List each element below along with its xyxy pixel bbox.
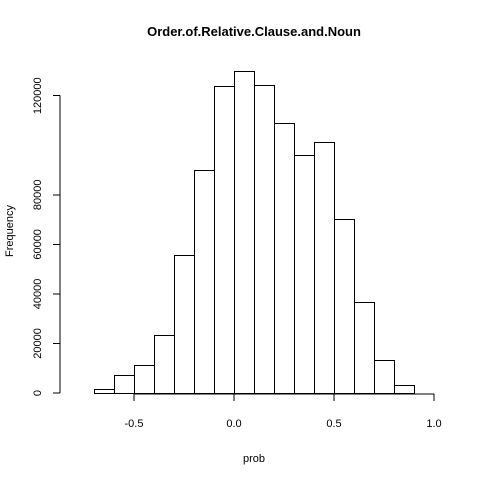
y-tick-label: 20000 [32, 328, 44, 359]
histogram-bar [274, 123, 295, 394]
x-axis-label: prob [243, 453, 265, 465]
histogram-bar [314, 142, 335, 394]
x-tick-label: 1.0 [426, 418, 441, 430]
histogram-bar [114, 375, 135, 394]
histogram-bar [194, 170, 215, 394]
y-tick-label: 120000 [32, 77, 44, 114]
histogram-bar [214, 86, 235, 394]
histogram-bars [94, 71, 415, 394]
y-axis-label: Frequency [4, 205, 16, 257]
histogram-bar [374, 360, 395, 394]
histogram-bar [334, 219, 355, 394]
histogram-bar [254, 85, 275, 394]
y-tick-label: 80000 [32, 180, 44, 211]
histogram-bar [154, 335, 175, 394]
histogram-bar [134, 365, 155, 394]
histogram-bar [394, 385, 415, 394]
histogram-bar [354, 302, 375, 394]
x-tick-label: -0.5 [125, 418, 144, 430]
y-tick-label: 60000 [32, 229, 44, 260]
x-tick-label: 0.5 [326, 418, 341, 430]
x-axis: -0.5 0.0 0.5 1.0 [125, 393, 442, 430]
histogram-bar [174, 255, 195, 394]
y-axis: 0 20000 40000 60000 80000 120000 [32, 77, 61, 396]
histogram-bar [94, 389, 115, 394]
y-tick-label: 40000 [32, 279, 44, 310]
x-tick-label: 0.0 [226, 418, 241, 430]
chart-title: Order.of.Relative.Clause.and.Noun [147, 24, 361, 39]
histogram-bar [234, 71, 255, 394]
y-tick-label: 0 [32, 390, 44, 396]
histogram-bar [294, 155, 315, 394]
